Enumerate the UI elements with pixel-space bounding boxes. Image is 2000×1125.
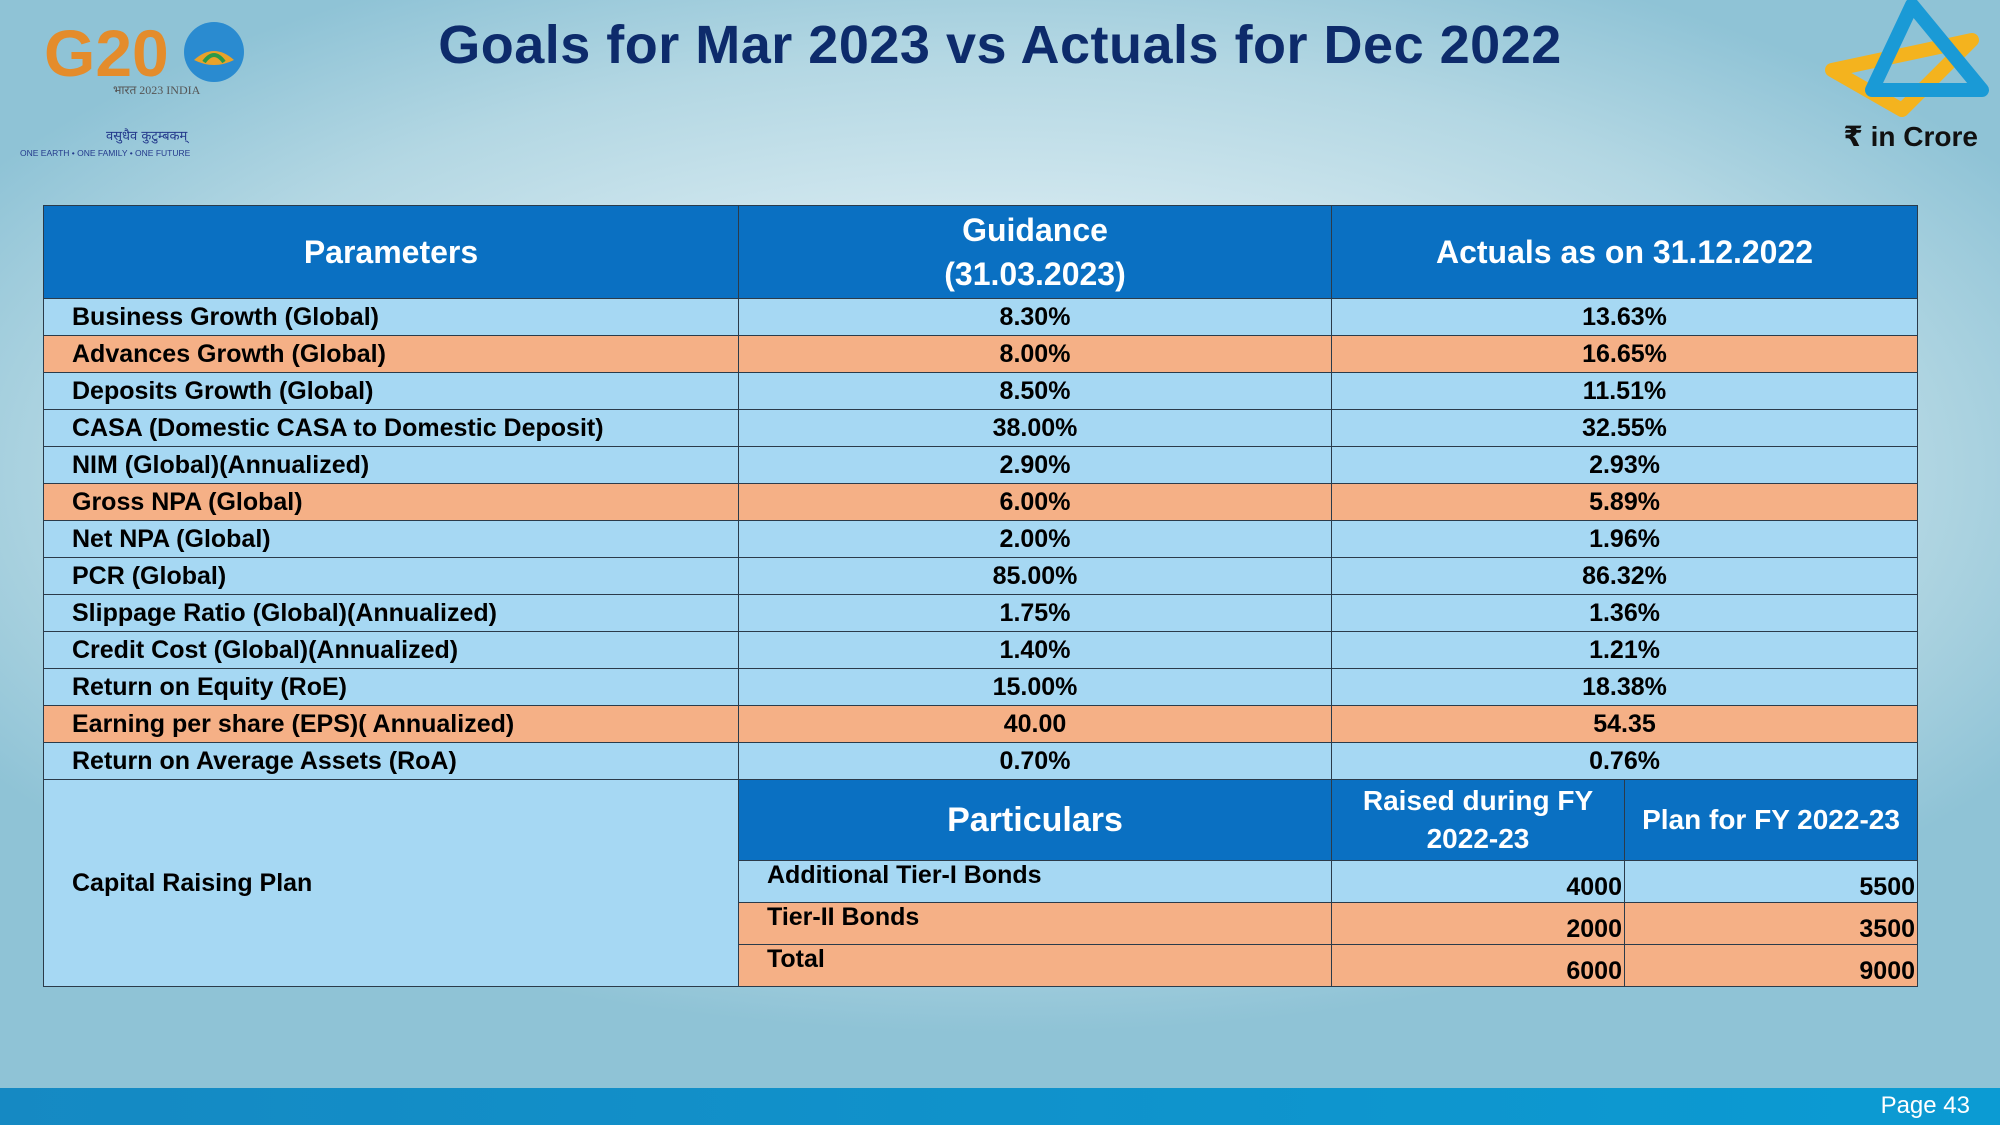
header-parameters: Parameters (43, 205, 739, 299)
param-name: Net NPA (Global) (43, 520, 739, 558)
bank-logo (1812, 0, 1992, 120)
param-name: CASA (Domestic CASA to Domestic Deposit) (43, 409, 739, 447)
actual-value: 16.65% (1330, 335, 1919, 373)
param-name: Gross NPA (Global) (43, 483, 739, 521)
goals-table: Parameters Guidance (31.03.2023) Actuals… (43, 205, 1919, 987)
header-raised: Raised during FY 2022-23 (1331, 779, 1625, 861)
header-raised-line1: Raised during FY (1362, 785, 1594, 816)
table-row: Business Growth (Global) 8.30% 13.63% (43, 298, 1919, 336)
capital-raising-label: Capital Raising Plan (43, 779, 739, 987)
header-guidance-line1: Guidance (962, 212, 1108, 248)
guidance-value: 8.30% (738, 298, 1332, 336)
actual-value: 18.38% (1330, 668, 1919, 706)
guidance-value: 8.00% (738, 335, 1332, 373)
g20-hindi: वसुधैव कुटुम्बकम् (106, 128, 189, 144)
param-name: PCR (Global) (43, 557, 739, 595)
table-row: NIM (Global)(Annualized) 2.90% 2.93% (43, 446, 1919, 484)
g20-tagline: ONE EARTH • ONE FAMILY • ONE FUTURE (20, 148, 191, 158)
table-row: Slippage Ratio (Global)(Annualized) 1.75%… (43, 594, 1919, 632)
raised-value: 6000 (1331, 944, 1625, 987)
actual-value: 2.93% (1330, 446, 1919, 484)
actual-value: 1.21% (1330, 631, 1919, 669)
plan-value: 5500 (1623, 860, 1919, 903)
table-row: Deposits Growth (Global) 8.50% 11.51% (43, 372, 1919, 410)
guidance-value: 8.50% (738, 372, 1332, 410)
capital-row: Tier-II Bonds 2000 3500 (44, 902, 1919, 945)
guidance-value: 85.00% (738, 557, 1332, 595)
raised-value: 2000 (1331, 902, 1625, 945)
table-row: Return on Average Assets (RoA) 0.70% 0.76% (43, 742, 1919, 780)
capital-row: Additional Tier-I Bonds 4000 5500 (44, 860, 1919, 903)
guidance-value: 1.40% (738, 631, 1332, 669)
param-name: Return on Equity (RoE) (43, 668, 739, 706)
param-name: Return on Average Assets (RoA) (43, 742, 739, 780)
actual-value: 13.63% (1330, 298, 1919, 336)
header-particulars: Particulars (738, 779, 1332, 861)
param-name: NIM (Global)(Annualized) (43, 446, 739, 484)
param-name: Earning per share (EPS)( Annualized) (43, 705, 739, 743)
plan-value: 9000 (1623, 944, 1919, 987)
guidance-value: 2.90% (738, 446, 1332, 484)
header-guidance-line2: (31.03.2023) (944, 256, 1126, 292)
param-name: Credit Cost (Global)(Annualized) (43, 631, 739, 669)
table-row: Net NPA (Global) 2.00% 1.96% (43, 520, 1919, 558)
actual-value: 0.76% (1330, 742, 1919, 780)
guidance-value: 2.00% (738, 520, 1332, 558)
param-name: Slippage Ratio (Global)(Annualized) (43, 594, 739, 632)
slide-title: Goals for Mar 2023 vs Actuals for Dec 20… (438, 15, 1562, 75)
guidance-value: 1.75% (738, 594, 1332, 632)
table-header-row: Parameters Guidance (31.03.2023) Actuals… (43, 205, 1919, 299)
capital-header-row: Capital Raising Plan Particulars Raised … (43, 779, 1919, 987)
g20-subtext: भारत 2023 INDIA (113, 83, 201, 97)
capital-row: Total 6000 9000 (44, 944, 1919, 987)
particular-name: Total (738, 944, 1332, 987)
header-actuals: Actuals as on 31.12.2022 (1330, 205, 1919, 299)
page-number: Page 43 (1880, 1092, 1970, 1119)
table-row: Advances Growth (Global) 8.00% 16.65% (43, 335, 1919, 373)
header-raised-line2: 2022-23 (1426, 823, 1530, 854)
actual-value: 5.89% (1330, 483, 1919, 521)
footer-bar: Page 43 (0, 1088, 2000, 1125)
table-row: PCR (Global) 85.00% 86.32% (43, 557, 1919, 595)
actual-value: 1.36% (1330, 594, 1919, 632)
actual-value: 1.96% (1330, 520, 1919, 558)
currency-note: ₹ in Crore (1843, 121, 1978, 152)
guidance-value: 40.00 (738, 705, 1332, 743)
header-plan: Plan for FY 2022-23 (1623, 779, 1919, 861)
param-name: Advances Growth (Global) (43, 335, 739, 373)
actual-value: 54.35 (1330, 705, 1919, 743)
guidance-value: 15.00% (738, 668, 1332, 706)
g20-logo-text: G20 (44, 16, 169, 90)
particular-name: Tier-II Bonds (738, 902, 1332, 945)
capital-body: Capital Raising Plan Particulars Raised … (43, 779, 1919, 987)
guidance-value: 38.00% (738, 409, 1332, 447)
param-name: Deposits Growth (Global) (43, 372, 739, 410)
guidance-value: 6.00% (738, 483, 1332, 521)
actual-value: 11.51% (1330, 372, 1919, 410)
actual-value: 86.32% (1330, 557, 1919, 595)
table-row: CASA (Domestic CASA to Domestic Deposit)… (43, 409, 1919, 447)
parameters-body: Business Growth (Global) 8.30% 13.63% Advan… (43, 298, 1919, 780)
header-guidance: Guidance (31.03.2023) (738, 205, 1332, 299)
particular-name: Additional Tier-I Bonds (738, 860, 1332, 903)
guidance-value: 0.70% (738, 742, 1332, 780)
table-row: Gross NPA (Global) 6.00% 5.89% (43, 483, 1919, 521)
table-row: Return on Equity (RoE) 15.00% 18.38% (43, 668, 1919, 706)
table-row: Credit Cost (Global)(Annualized) 1.40% 1.2… (43, 631, 1919, 669)
plan-value: 3500 (1623, 902, 1919, 945)
raised-value: 4000 (1331, 860, 1625, 903)
table-row: Earning per share (EPS)( Annualized) 40.0… (43, 705, 1919, 743)
g20-logo: G20 भारत 2023 INDIA वसुधैव कुटुम्बकम् ON… (18, 8, 278, 158)
actual-value: 32.55% (1330, 409, 1919, 447)
param-name: Business Growth (Global) (43, 298, 739, 336)
